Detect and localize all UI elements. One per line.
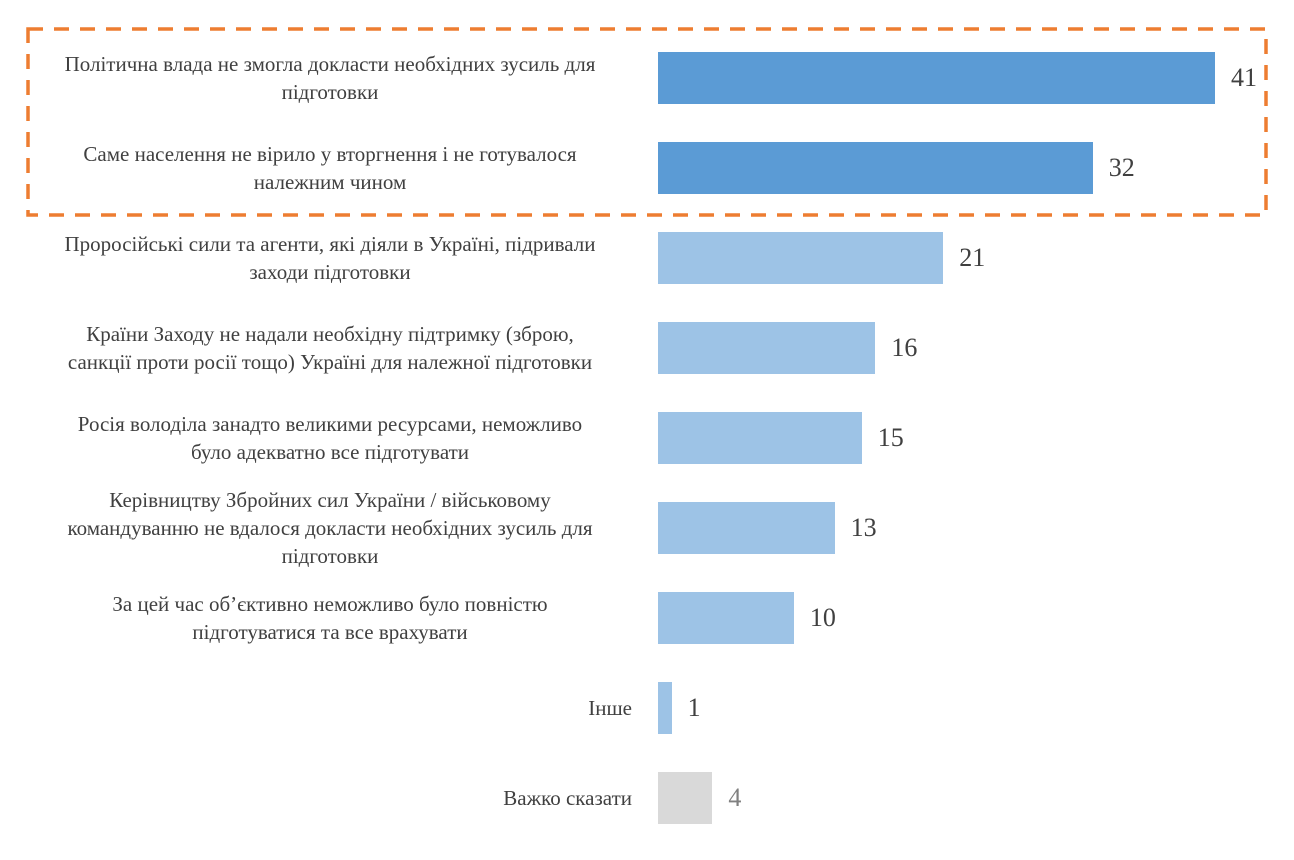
category-label: За цей час об’єктивно неможливо було пов… [112, 592, 548, 644]
bar [658, 592, 794, 644]
value-label: 10 [809, 603, 836, 632]
category-label: Країни Заходу не надали необхідну підтри… [67, 322, 593, 374]
value-label: 4 [728, 783, 742, 812]
value-label: 21 [959, 243, 986, 272]
category-label: Політична влада не змогла докласти необх… [64, 52, 596, 104]
bar [658, 52, 1215, 104]
value-label: 41 [1231, 63, 1257, 92]
category-label: Саме населення не вірило у вторгнення і … [83, 142, 577, 194]
category-label: Керівництву Збройних сил України / війсь… [67, 488, 593, 568]
value-label: 13 [850, 513, 877, 542]
bar [658, 412, 862, 464]
bar [658, 772, 713, 824]
bar [658, 322, 876, 374]
bar [658, 142, 1093, 194]
value-label: 16 [891, 333, 918, 362]
value-label: 32 [1108, 153, 1135, 182]
bar [658, 232, 944, 284]
value-label: 1 [687, 693, 701, 722]
highlight-dashed-box [26, 27, 1268, 217]
category-label: Росія володіла занадто великими ресурсам… [77, 412, 583, 464]
category-label: Проросійські сили та агенти, які діяли в… [64, 232, 596, 284]
category-label: Інше [588, 696, 632, 720]
value-label: 15 [877, 423, 904, 452]
bar [658, 502, 835, 554]
bar [658, 682, 672, 734]
category-label: Важко сказати [503, 786, 632, 810]
